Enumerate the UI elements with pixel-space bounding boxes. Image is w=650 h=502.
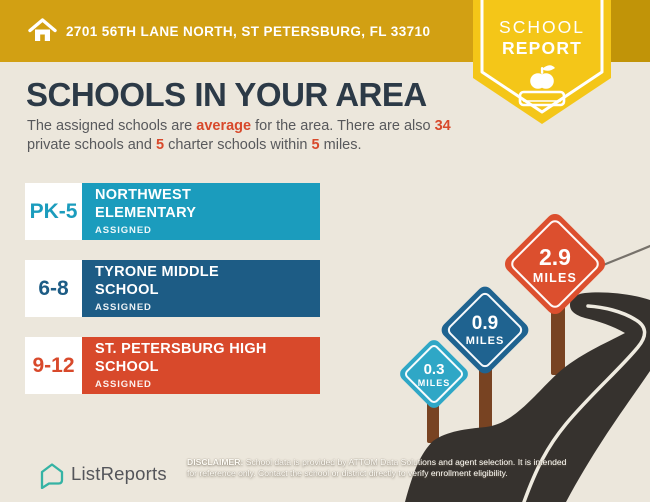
sign-post bbox=[479, 355, 492, 430]
badge-line-report: REPORT bbox=[501, 38, 583, 58]
assigned-label: ASSIGNED bbox=[95, 301, 152, 313]
book-icon bbox=[518, 90, 566, 107]
badge-shadow-strip bbox=[610, 0, 650, 62]
school-name-box: ST. PETERSBURG HIGH SCHOOL ASSIGNED bbox=[82, 337, 320, 394]
school-row-middle: 6-8 TYRONE MIDDLE SCHOOL ASSIGNED bbox=[25, 260, 320, 317]
sign-label: 0.9 MILES bbox=[465, 313, 505, 347]
badge-title: SCHOOL REPORT bbox=[468, 0, 616, 59]
badge-line-school: SCHOOL bbox=[499, 17, 585, 37]
grade-range-badge: 6-8 bbox=[25, 260, 82, 317]
school-report-badge bbox=[473, 0, 611, 124]
listreports-house-icon bbox=[40, 463, 64, 489]
road-center-line bbox=[522, 304, 647, 502]
listreports-brand: ListReports bbox=[71, 463, 167, 484]
intro-paragraph: The assigned schools are average for the… bbox=[27, 118, 451, 154]
school-name: TYRONE MIDDLE SCHOOL bbox=[95, 264, 219, 298]
assigned-label: ASSIGNED bbox=[95, 378, 152, 390]
school-name-box: NORTHWEST ELEMENTARY ASSIGNED bbox=[82, 183, 320, 240]
school-name: NORTHWEST ELEMENTARY bbox=[95, 187, 197, 221]
page-title: SCHOOLS IN YOUR AREA bbox=[26, 76, 427, 113]
school-name: ST. PETERSBURG HIGH SCHOOL bbox=[95, 341, 267, 375]
school-row-high: 9-12 ST. PETERSBURG HIGH SCHOOL ASSIGNED bbox=[25, 337, 320, 394]
school-row-elementary: PK-5 NORTHWEST ELEMENTARY ASSIGNED bbox=[25, 183, 320, 240]
sign-label: 0.3 MILES bbox=[417, 360, 451, 388]
house-icon bbox=[28, 18, 57, 41]
apple-icon bbox=[530, 65, 555, 89]
sign-post bbox=[551, 295, 565, 375]
distance-sign-03-miles: 0.3 MILES bbox=[397, 337, 471, 411]
sign-label: 2.9 MILES bbox=[532, 243, 578, 285]
property-address: 2701 56TH LANE NORTH, ST PETERSBURG, FL … bbox=[66, 23, 431, 39]
road-asphalt bbox=[405, 292, 650, 502]
grade-range-badge: 9-12 bbox=[25, 337, 82, 394]
distance-sign-09-miles: 0.9 MILES bbox=[438, 283, 532, 377]
disclaimer-text: DISCLAIMER: School data is provided by A… bbox=[187, 457, 567, 479]
assigned-label: ASSIGNED bbox=[95, 224, 152, 236]
grade-range-badge: PK-5 bbox=[25, 183, 82, 240]
school-name-box: TYRONE MIDDLE SCHOOL ASSIGNED bbox=[82, 260, 320, 317]
distance-sign-29-miles: 2.9 MILES bbox=[501, 210, 609, 318]
